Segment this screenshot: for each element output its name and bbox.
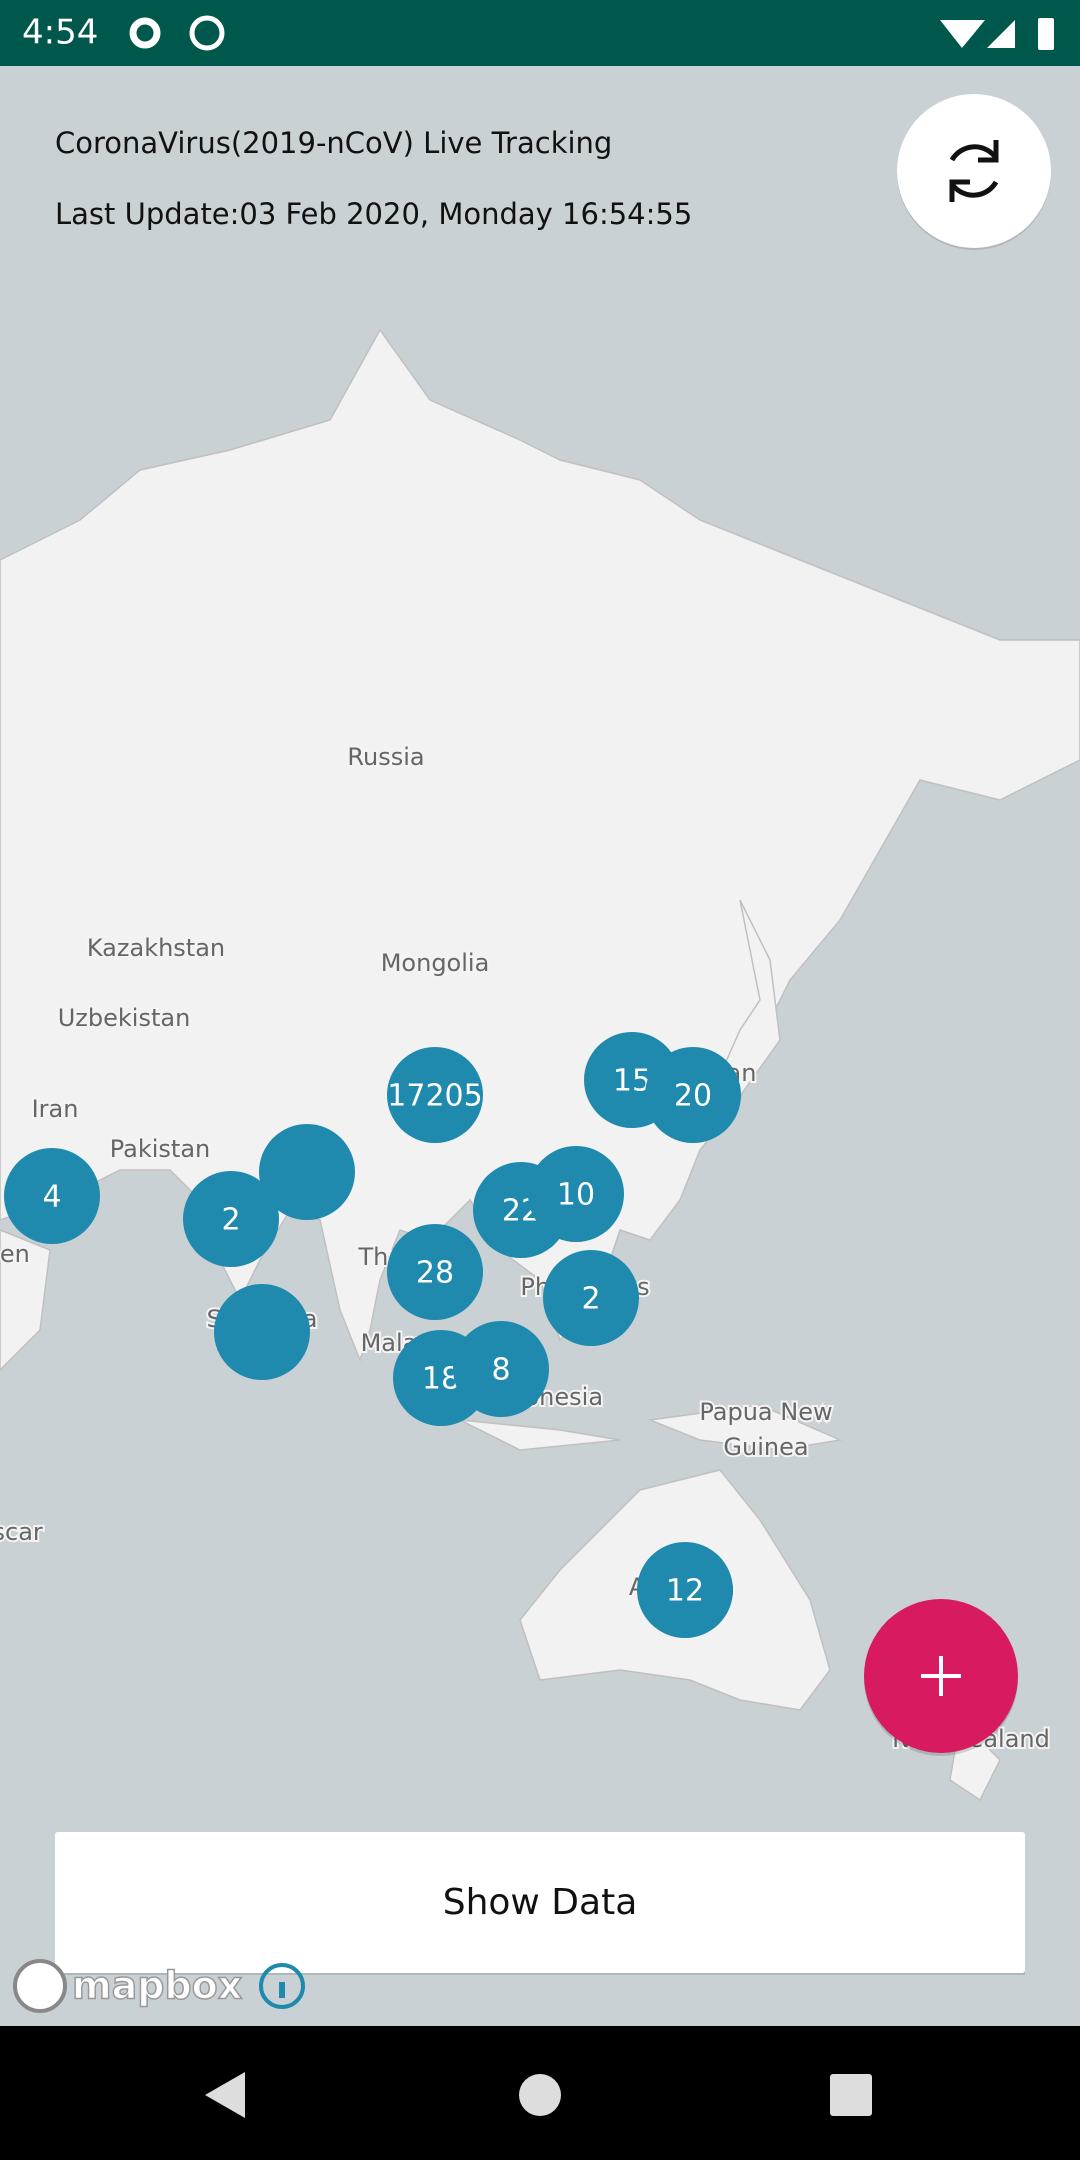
cluster-count: 17205 [387, 1079, 482, 1114]
add-icon [921, 1656, 961, 1696]
wifi-icon [940, 20, 985, 48]
map-label: Iran [32, 1095, 79, 1123]
cluster-marker[interactable] [543, 1250, 639, 1346]
recents-button[interactable] [830, 2074, 872, 2116]
africa [0, 1229, 51, 1372]
cluster-count: 4 [42, 1180, 61, 1215]
cluster-count: 10 [557, 1178, 595, 1213]
cluster-count: 12 [666, 1574, 704, 1609]
signal-icon [987, 20, 1015, 48]
cluster-count: 2 [221, 1203, 240, 1238]
cluster-marker[interactable] [645, 1047, 741, 1143]
map-label: Guinea [723, 1433, 808, 1461]
mapbox-wordmark: mapbox [72, 1964, 242, 2008]
button-label: Show Data [443, 1882, 638, 1923]
info-icon [279, 1982, 285, 1998]
map-label: Yemen [0, 1240, 30, 1268]
map-label: Pakistan [110, 1135, 211, 1163]
cluster-count: 15 [613, 1064, 651, 1099]
cluster-marker[interactable] [183, 1171, 279, 1267]
map-label: Mongolia [381, 949, 490, 977]
cluster-count: 20 [674, 1079, 712, 1114]
settings-icon [129, 17, 161, 49]
cluster-marker[interactable] [387, 1047, 483, 1143]
show-data-button[interactable] [55, 1832, 1025, 1973]
cluster-marker[interactable] [387, 1224, 483, 1320]
battery-icon [1038, 18, 1054, 50]
last-update: Last Update:03 Feb 2020, Monday 16:54:55 [55, 197, 692, 231]
cluster-marker[interactable] [637, 1542, 733, 1638]
map-label: Uzbekistan [58, 1004, 191, 1032]
cluster-marker[interactable] [4, 1148, 100, 1244]
home-button[interactable] [519, 2074, 561, 2116]
status-time: 4:54 [22, 13, 98, 53]
cluster-count: 28 [416, 1256, 454, 1291]
land [0, 328, 1080, 1802]
info-button[interactable] [259, 1963, 305, 2009]
new-guinea [647, 1404, 843, 1451]
refresh-icon [949, 140, 999, 202]
cluster-count: 8 [491, 1353, 510, 1388]
cluster-marker[interactable] [453, 1321, 549, 1417]
cluster-marker[interactable] [528, 1146, 624, 1242]
map-label: Kazakhstan [87, 934, 225, 962]
cluster-marker[interactable] [214, 1284, 310, 1380]
sync-icon [189, 15, 225, 51]
java [459, 1419, 621, 1451]
map-label: Russia [347, 743, 424, 771]
eurasia [0, 328, 1080, 1363]
mapbox-logo [13, 1959, 67, 2013]
map-label: Papua New [699, 1398, 832, 1426]
back-button[interactable] [205, 2072, 245, 2118]
cluster-marker[interactable] [259, 1124, 355, 1220]
cluster-count: 2 [581, 1282, 600, 1317]
map-label: Madagascar [0, 1518, 43, 1546]
app-title: CoronaVirus(2019-nCoV) Live Tracking [55, 126, 612, 160]
refresh-button[interactable] [897, 94, 1051, 248]
status-bar [0, 0, 1080, 66]
